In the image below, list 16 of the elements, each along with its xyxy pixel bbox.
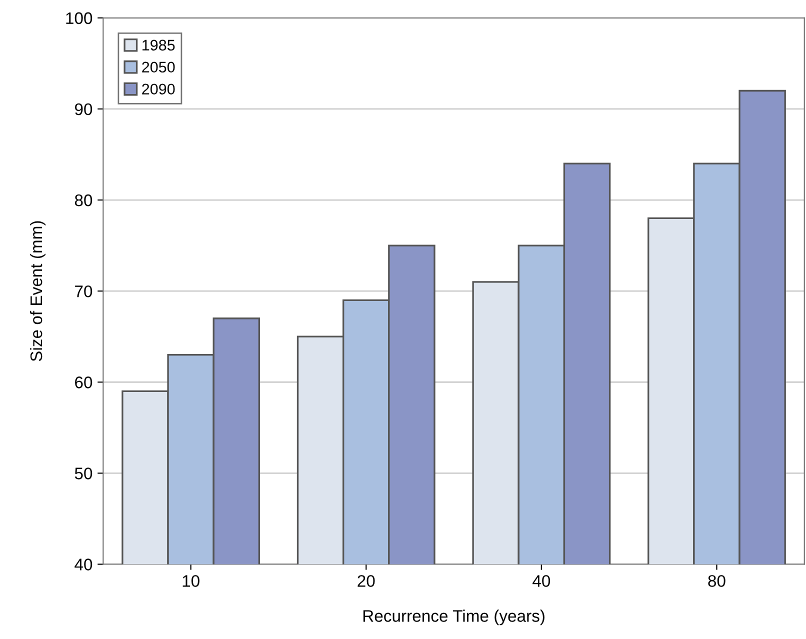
x-axis-title: Recurrence Time (years) (363, 610, 544, 626)
legend-label: 1985 (142, 40, 175, 51)
x-tick-label: 20 (358, 575, 375, 587)
x-tick-label: 80 (708, 575, 726, 587)
y-tick-label: 80 (74, 194, 92, 206)
y-tick-label: 100 (66, 12, 92, 24)
y-tick-label: 50 (74, 468, 92, 480)
y-tick-label: 60 (75, 376, 92, 388)
x-tick-label: 40 (532, 575, 550, 587)
x-tick-label: 10 (182, 575, 200, 587)
y-axis-title: Size of Event (mm) (30, 221, 46, 362)
legend-label: 2090 (142, 84, 175, 95)
legend-label: 2050 (142, 62, 175, 73)
y-tick-label: 40 (74, 558, 92, 570)
y-tick-label: 70 (75, 285, 92, 298)
y-tick-label: 90 (74, 103, 92, 116)
